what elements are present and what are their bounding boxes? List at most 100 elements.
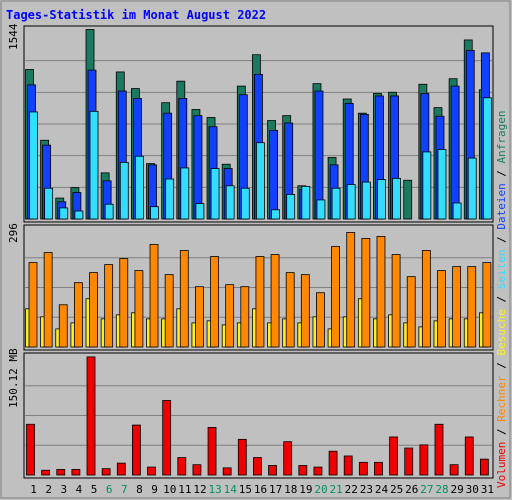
x-tick-label: 12: [193, 483, 206, 496]
bar-seiten: [316, 199, 326, 220]
legend-volumen: Volumen: [495, 442, 508, 488]
x-tick-label: 26: [405, 483, 418, 496]
bar-rechner: [43, 252, 53, 348]
bar-seiten: [422, 151, 432, 220]
x-tick-label: 5: [91, 483, 98, 496]
legend-separator: /: [495, 289, 508, 309]
bar-volumen: [132, 424, 141, 476]
bar-seiten: [482, 97, 492, 220]
bar-volumen: [26, 423, 35, 476]
x-tick-label: 3: [61, 483, 68, 496]
x-tick-label: 30: [466, 483, 479, 496]
bar-seiten: [104, 203, 114, 220]
x-tick-label: 11: [178, 483, 191, 496]
x-tick-label: 10: [163, 483, 176, 496]
legend-separator: /: [495, 163, 508, 183]
x-tick-label: 17: [269, 483, 282, 496]
bar-rechner: [331, 246, 340, 348]
bar-rechner: [376, 236, 386, 348]
y-tick-label-bottom: 150.12 MB: [7, 348, 20, 408]
x-tick-label: 2: [45, 483, 52, 496]
bar-seiten: [225, 185, 235, 220]
x-tick-label: 24: [375, 483, 389, 496]
bar-volumen: [479, 458, 489, 476]
bar-seiten: [29, 111, 38, 220]
bar-rechner: [164, 274, 174, 348]
bar-volumen: [41, 469, 51, 476]
bar-volumen: [207, 427, 217, 476]
x-tick-label: 25: [390, 483, 403, 496]
bar-seiten: [74, 210, 84, 220]
bar-seiten: [452, 202, 462, 220]
bar-volumen: [449, 464, 459, 476]
bar-seiten: [377, 179, 386, 220]
bar-rechner: [300, 274, 310, 348]
x-tick-label: 8: [136, 483, 143, 496]
x-tick-label: 20: [314, 483, 327, 496]
legend-separator: /: [495, 356, 508, 376]
x-tick-label: 6: [106, 483, 113, 496]
bar-volumen: [71, 469, 81, 476]
bar-seiten: [135, 155, 144, 220]
bar-seiten: [150, 206, 159, 220]
bar-volumen: [222, 467, 232, 476]
y-tick-label-middle: 296: [7, 223, 20, 243]
bar-volumen: [434, 423, 444, 476]
bar-rechner: [210, 256, 219, 348]
bar-rechner: [270, 254, 280, 348]
bar-rechner: [179, 250, 189, 348]
bar-volumen: [86, 356, 96, 476]
bar-rechner: [240, 286, 250, 348]
bar-seiten: [59, 207, 69, 220]
bar-seiten: [286, 193, 296, 220]
bar-dateien: [450, 85, 460, 220]
bar-rechner: [391, 254, 401, 348]
panel-visits-sites: [23, 224, 494, 351]
bar-rechner: [467, 266, 477, 348]
bar-rechner: [406, 276, 416, 348]
legend-text: Volumen / Rechner / Besuche / Seiten / D…: [495, 110, 508, 488]
bar-volumen: [268, 465, 277, 476]
bar-volumen: [343, 455, 353, 476]
x-tick-label: 27: [420, 483, 433, 496]
bar-volumen: [147, 466, 156, 476]
bar-rechner: [73, 282, 83, 348]
legend: Volumen / Rechner / Besuche / Seiten / D…: [495, 110, 508, 488]
bar-seiten: [361, 181, 371, 220]
x-tick-label: 19: [299, 483, 312, 496]
x-tick-label: 22: [345, 483, 358, 496]
x-tick-label: 31: [481, 483, 494, 496]
y-tick-label-top: 1544: [7, 23, 20, 50]
bar-seiten: [467, 157, 477, 220]
bar-seiten: [437, 149, 447, 220]
bar-rechner: [225, 284, 235, 348]
legend-separator: /: [495, 422, 508, 442]
legend-anfragen: Anfragen: [495, 110, 508, 163]
x-tick-label: 7: [121, 483, 128, 496]
bar-volumen: [253, 457, 262, 476]
bar-volumen: [101, 468, 111, 476]
bar-seiten: [210, 168, 220, 220]
bar-seiten: [195, 203, 205, 220]
bar-rechner: [316, 292, 325, 348]
bar-volumen: [298, 465, 308, 476]
bar-seiten: [180, 167, 190, 220]
chart-title: Tages-Statistik im Monat August 2022: [6, 8, 266, 22]
legend-rechner: Rechner: [495, 375, 508, 422]
x-tick-label: 4: [76, 483, 83, 496]
bar-volumen: [177, 457, 187, 476]
legend-seiten: Seiten: [495, 250, 508, 290]
bar-seiten: [271, 209, 280, 220]
bar-rechner: [134, 270, 144, 348]
x-tick-label: 9: [151, 483, 158, 496]
bar-rechner: [28, 262, 38, 348]
bar-volumen: [419, 444, 429, 476]
bar-seiten: [89, 110, 99, 220]
x-tick-label: 15: [239, 483, 252, 496]
bar-volumen: [464, 436, 474, 476]
legend-separator: /: [495, 230, 508, 250]
x-tick-label: 13: [208, 483, 221, 496]
bar-anfragen: [403, 179, 413, 220]
bar-seiten: [346, 184, 356, 220]
